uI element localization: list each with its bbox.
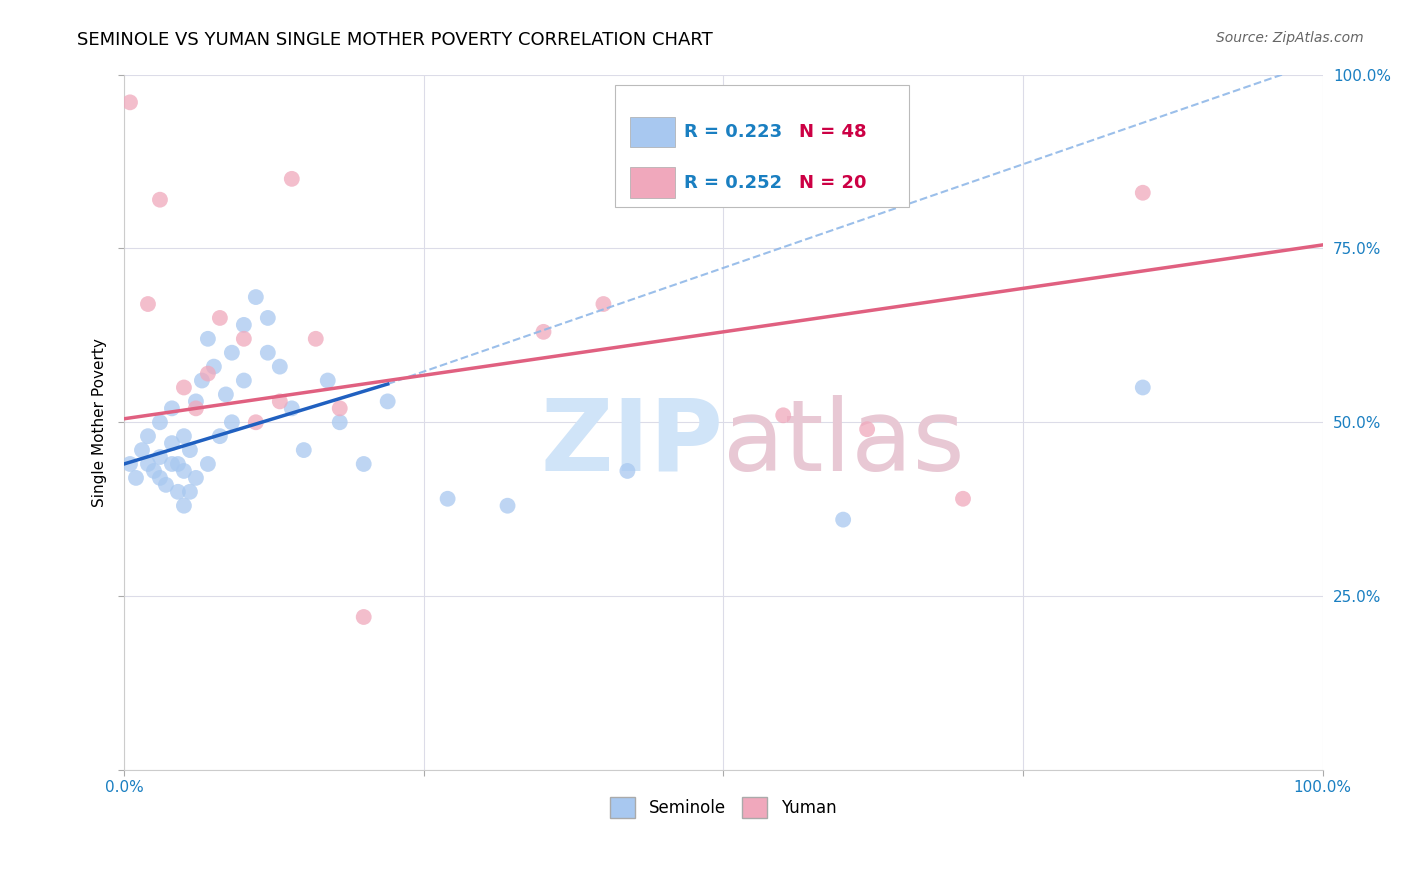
Point [197,367,219,381]
Text: R = 0.252: R = 0.252 [683,174,782,192]
Point [232,332,254,346]
Point [353,610,375,624]
Point [197,332,219,346]
FancyBboxPatch shape [616,85,910,207]
Point [160,401,183,416]
Y-axis label: Single Mother Poverty: Single Mother Poverty [93,338,107,507]
Point [167,484,190,499]
Point [221,415,243,429]
Point [143,464,166,478]
Point [215,387,238,401]
Point [184,394,207,409]
Text: atlas: atlas [723,394,965,491]
Point [149,415,172,429]
Point [118,95,141,110]
Point [197,457,219,471]
Point [772,409,794,423]
Point [149,450,172,464]
Point [377,394,399,409]
Text: ZIP: ZIP [540,394,723,491]
Point [167,457,190,471]
Point [856,422,879,436]
Point [232,318,254,332]
Point [245,290,267,304]
Point [118,457,141,471]
Point [136,429,159,443]
Point [173,464,195,478]
Point [269,359,291,374]
Point [256,345,278,359]
Legend: Seminole, Yuman: Seminole, Yuman [603,790,844,824]
Point [179,484,201,499]
Point [329,415,352,429]
Point [149,471,172,485]
Point [256,310,278,325]
Point [136,457,159,471]
Point [832,513,855,527]
FancyBboxPatch shape [630,167,675,198]
Point [125,471,148,485]
Point [173,499,195,513]
Point [208,429,231,443]
FancyBboxPatch shape [630,117,675,147]
Point [856,158,879,172]
Point [616,464,638,478]
Point [245,415,267,429]
Point [269,394,291,409]
Point [329,401,352,416]
Point [136,297,159,311]
Point [952,491,974,506]
Point [160,436,183,450]
Text: SEMINOLE VS YUMAN SINGLE MOTHER POVERTY CORRELATION CHART: SEMINOLE VS YUMAN SINGLE MOTHER POVERTY … [77,31,713,49]
Point [149,193,172,207]
Point [281,171,304,186]
Point [316,374,339,388]
Point [221,345,243,359]
Text: R = 0.223: R = 0.223 [683,123,782,141]
Text: N = 20: N = 20 [799,174,866,192]
Point [202,359,225,374]
Point [208,310,231,325]
Point [496,499,519,513]
Text: Source: ZipAtlas.com: Source: ZipAtlas.com [1216,31,1364,45]
Point [592,297,614,311]
Point [160,457,183,471]
Point [173,380,195,394]
Point [292,443,315,458]
Point [281,401,304,416]
Point [232,374,254,388]
Point [1132,186,1154,200]
Point [533,325,555,339]
Point [155,478,177,492]
Point [305,332,328,346]
Point [131,443,153,458]
Point [436,491,458,506]
Point [1132,380,1154,394]
Point [353,457,375,471]
Text: N = 48: N = 48 [799,123,866,141]
Point [184,401,207,416]
Point [179,443,201,458]
Point [184,471,207,485]
Point [191,374,214,388]
Point [173,429,195,443]
